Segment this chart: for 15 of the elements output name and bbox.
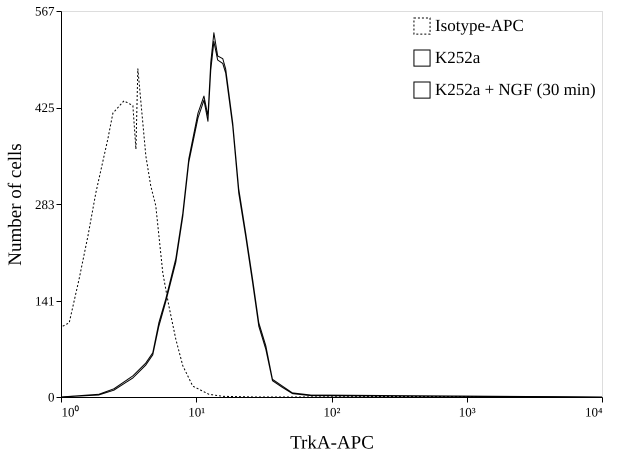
y-tick-label: 567 — [35, 4, 55, 18]
x-tick-label: 10³ — [458, 404, 476, 420]
y-tick-label: 0 — [48, 390, 54, 404]
y-tick-label: 425 — [35, 100, 54, 116]
x-tick-label: 10² — [324, 404, 341, 420]
x-tick-label: 10⁰ — [62, 404, 80, 420]
x-tick-label: 10⁴ — [584, 404, 603, 420]
y-tick-label: 283 — [35, 196, 54, 212]
legend-label: Isotype-APC — [435, 16, 524, 35]
legend-label: K252a + NGF (30 min) — [435, 80, 596, 99]
x-axis-title: TrkA-APC — [290, 432, 374, 454]
y-axis-title: Number of cells — [5, 143, 26, 266]
x-tick-label: 10¹ — [188, 404, 206, 420]
legend-label: K252a — [435, 48, 481, 67]
y-tick-label: 141 — [35, 294, 54, 309]
